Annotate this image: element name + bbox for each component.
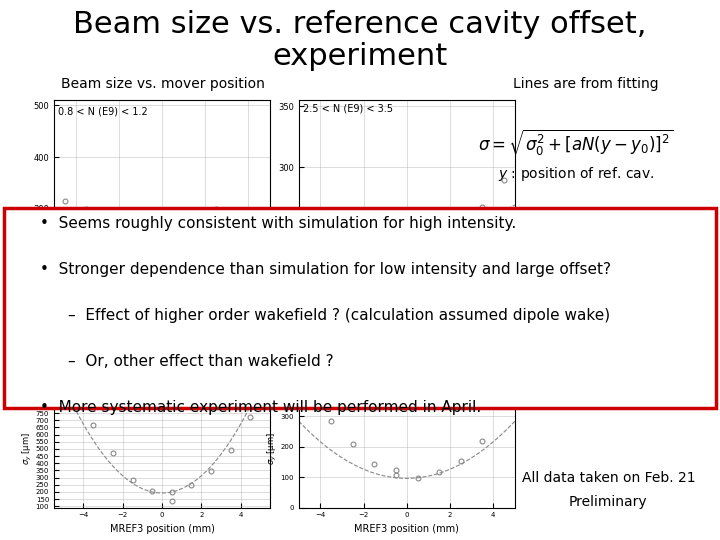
Text: 0.8 < N (E9) < 1.2: 0.8 < N (E9) < 1.2 [58,106,148,116]
X-axis label: MREF3 position (mm): MREF3 position (mm) [109,524,215,534]
Text: $y$ : position of ref. cav.: $y$ : position of ref. cav. [498,165,654,183]
FancyBboxPatch shape [4,208,716,408]
Text: Beam size vs. mover position: Beam size vs. mover position [61,77,265,91]
Y-axis label: $\sigma_y$ [μm]: $\sigma_y$ [μm] [21,431,35,465]
Y-axis label: $\sigma_y$ [μm]: $\sigma_y$ [μm] [266,431,279,465]
Text: 2.5 < N (E9) < 3.5: 2.5 < N (E9) < 3.5 [303,104,393,113]
Text: Beam size vs. reference cavity offset,: Beam size vs. reference cavity offset, [73,10,647,39]
Text: perfect.: perfect. [587,390,641,404]
Text: •  More systematic experiment will be performed in April.: • More systematic experiment will be per… [40,400,481,415]
Text: •  Seems roughly consistent with simulation for high intensity.: • Seems roughly consistent with simulati… [40,216,516,231]
Text: Lines are from fitting: Lines are from fitting [513,77,659,91]
Text: –  Effect of higher order wakefield ? (calculation assumed dipole wake): – Effect of higher order wakefield ? (ca… [68,308,611,323]
Text: experiment: experiment [272,42,448,71]
Text: –  Or, other effect than wakefield ?: – Or, other effect than wakefield ? [68,354,334,369]
Text: $\sigma = \sqrt{\sigma_0^2 + [aN(y - y_0)]^2}$: $\sigma = \sqrt{\sigma_0^2 + [aN(y - y_0… [478,128,674,158]
Text: All data taken on Feb. 21: All data taken on Feb. 21 [521,471,696,485]
X-axis label: MREF3 position (mm): MREF3 position (mm) [354,524,459,534]
Text: Preliminary: Preliminary [569,495,648,509]
Text: •  Stronger dependence than simulation for low intensity and large offset?: • Stronger dependence than simulation fo… [40,262,611,277]
